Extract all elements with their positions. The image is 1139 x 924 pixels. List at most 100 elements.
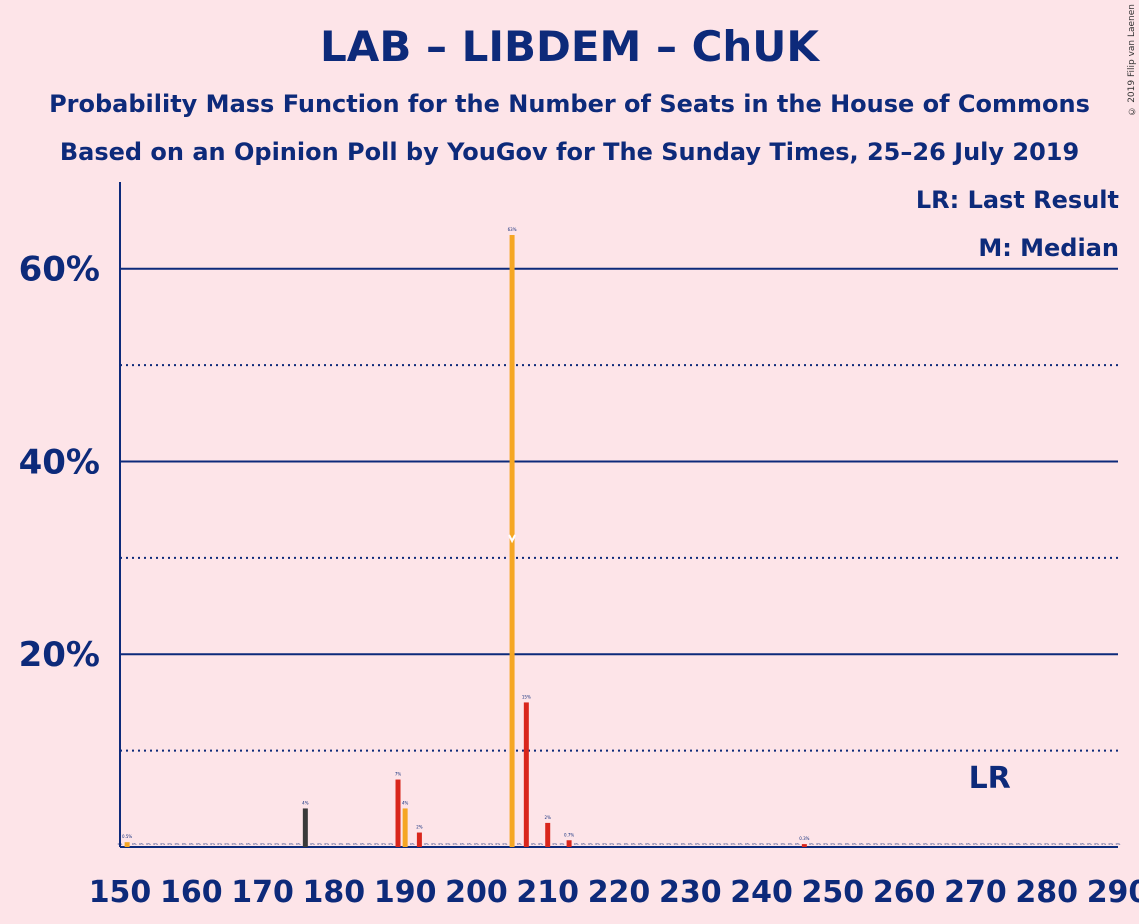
bar-192 <box>416 832 422 847</box>
zero-label: 0% <box>602 842 607 846</box>
zero-label: 0% <box>431 842 436 846</box>
zero-label: 0% <box>189 842 194 846</box>
zero-label: 0% <box>930 842 935 846</box>
zero-label: 0% <box>495 842 500 846</box>
zero-label: 0% <box>1073 842 1078 846</box>
bar-189 <box>395 779 401 847</box>
bar-151 <box>124 842 130 847</box>
x-tick-label: 150 <box>89 875 152 910</box>
zero-label: 0% <box>317 842 322 846</box>
zero-label: 0% <box>474 842 479 846</box>
zero-label: 0% <box>659 842 664 846</box>
zero-label: 0% <box>574 842 579 846</box>
bar-210 <box>545 822 551 847</box>
zero-label: 0% <box>160 842 165 846</box>
x-tick-label: 210 <box>516 875 579 910</box>
bar-label-205: 63% <box>508 227 517 232</box>
x-tick-label: 270 <box>944 875 1007 910</box>
zero-label: 0% <box>1059 842 1064 846</box>
zero-label: 0% <box>424 842 429 846</box>
zero-label: 0% <box>980 842 985 846</box>
zero-label: 0% <box>246 842 251 846</box>
zero-label: 0% <box>1101 842 1106 846</box>
zero-label: 0% <box>716 842 721 846</box>
zero-label: 0% <box>1023 842 1028 846</box>
bar-label-190: 4% <box>402 800 409 805</box>
zero-label: 0% <box>531 842 536 846</box>
zero-label: 0% <box>210 842 215 846</box>
chart-title: LAB – LIBDEM – ChUK <box>320 22 819 71</box>
zero-label: 0% <box>146 842 151 846</box>
zero-label: 0% <box>374 842 379 846</box>
zero-label: 0% <box>838 842 843 846</box>
zero-label: 0% <box>410 842 415 846</box>
bar-label-213: 0.7% <box>564 832 574 837</box>
zero-label: 0% <box>959 842 964 846</box>
zero-label: 0% <box>232 842 237 846</box>
zero-label: 0% <box>873 842 878 846</box>
bar-label-246: 0.3% <box>799 836 809 841</box>
zero-label: 0% <box>681 842 686 846</box>
bar-label-176: 4% <box>302 800 309 805</box>
x-tick-label: 190 <box>374 875 437 910</box>
bar-190 <box>402 808 408 847</box>
zero-label: 0% <box>132 842 137 846</box>
zero-label: 0% <box>845 842 850 846</box>
zero-label: 0% <box>773 842 778 846</box>
bar-label-192: 2% <box>416 825 423 830</box>
zero-label: 0% <box>788 842 793 846</box>
zero-label: 0% <box>902 842 907 846</box>
chart-subtitle-1: Probability Mass Function for the Number… <box>49 90 1090 118</box>
zero-label: 0% <box>702 842 707 846</box>
zero-label: 0% <box>381 842 386 846</box>
zero-label: 0% <box>866 842 871 846</box>
zero-label: 0% <box>952 842 957 846</box>
zero-label: 0% <box>168 842 173 846</box>
zero-label: 0% <box>909 842 914 846</box>
zero-label: 0% <box>709 842 714 846</box>
zero-label: 0% <box>1051 842 1056 846</box>
y-tick-label: 40% <box>19 442 100 482</box>
zero-label: 0% <box>688 842 693 846</box>
zero-label: 0% <box>289 842 294 846</box>
zero-label: 0% <box>1016 842 1021 846</box>
x-tick-label: 280 <box>1015 875 1078 910</box>
zero-label: 0% <box>1108 842 1113 846</box>
zero-label: 0% <box>731 842 736 846</box>
zero-label: 0% <box>1044 842 1049 846</box>
zero-label: 0% <box>631 842 636 846</box>
zero-label: 0% <box>139 842 144 846</box>
zero-label: 0% <box>852 842 857 846</box>
zero-label: 0% <box>781 842 786 846</box>
zero-label: 0% <box>745 842 750 846</box>
bar-label-151: 0.5% <box>122 834 132 839</box>
last-result-label: LR <box>969 761 1011 796</box>
zero-label: 0% <box>816 842 821 846</box>
zero-label: 0% <box>738 842 743 846</box>
zero-label: 0% <box>552 842 557 846</box>
x-tick-label: 200 <box>445 875 508 910</box>
zero-label: 0% <box>752 842 757 846</box>
y-tick-label: 60% <box>19 250 100 290</box>
zero-label: 0% <box>153 842 158 846</box>
x-tick-label: 230 <box>659 875 722 910</box>
zero-label: 0% <box>795 842 800 846</box>
zero-label: 0% <box>1094 842 1099 846</box>
zero-label: 0% <box>895 842 900 846</box>
chart-subtitle-2: Based on an Opinion Poll by YouGov for T… <box>59 138 1080 166</box>
zero-label: 0% <box>1116 842 1121 846</box>
zero-label: 0% <box>859 842 864 846</box>
zero-label: 0% <box>503 842 508 846</box>
zero-label: 0% <box>916 842 921 846</box>
x-tick-label: 250 <box>802 875 865 910</box>
bar-213 <box>566 840 572 847</box>
zero-label: 0% <box>267 842 272 846</box>
zero-label: 0% <box>973 842 978 846</box>
zero-label: 0% <box>674 842 679 846</box>
zero-label: 0% <box>966 842 971 846</box>
zero-label: 0% <box>724 842 729 846</box>
zero-label: 0% <box>560 842 565 846</box>
zero-label: 0% <box>175 842 180 846</box>
x-tick-label: 160 <box>160 875 223 910</box>
